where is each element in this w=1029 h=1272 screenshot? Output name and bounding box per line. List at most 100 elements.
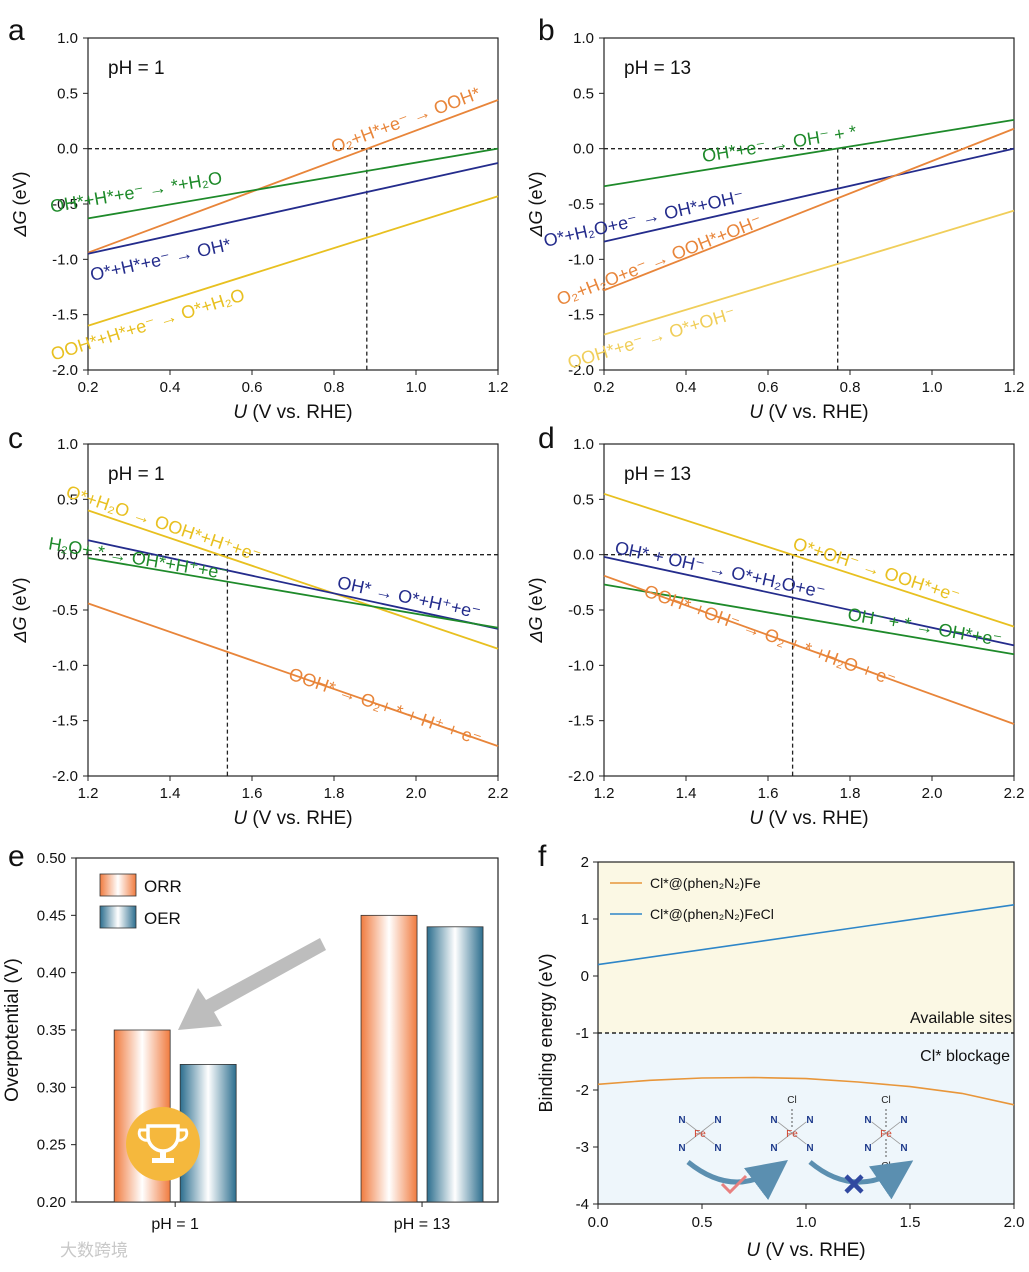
blockage-region (598, 1033, 1014, 1204)
bond (685, 1121, 701, 1134)
x-axis-label-italic: U (233, 808, 247, 829)
fe-complex: N N N N Fe Cl (770, 1095, 813, 1154)
series-label: O₂+H*+e⁻ → OOH* (328, 83, 483, 157)
x-axis-label: U (V vs. RHE) (233, 402, 352, 423)
x-tick-label: 1.8 (324, 785, 345, 802)
bond (777, 1121, 793, 1134)
bond (699, 1132, 715, 1145)
x-axis-label-italic: U (749, 402, 763, 423)
cl-atom: Cl (881, 1161, 890, 1172)
y-tick-label: 0.50 (37, 850, 66, 867)
y-tick-label: -2.0 (568, 768, 594, 785)
panel-d: d 1.2 1.4 1.6 1.8 2.0 2.2 -2.0 -1.5 -1.0 -0.5 0.0 0.… (526, 422, 1024, 829)
n-atom: N (714, 1143, 721, 1154)
series-line (603, 147, 1015, 243)
series-line (603, 556, 1015, 647)
y-axis-label-rest: (eV) (526, 577, 546, 616)
series-label: OOH* → O₂+ * + H⁺ + e⁻ (286, 664, 484, 750)
y-axis-label-italic: ΔG (526, 616, 546, 643)
legend-label: Cl*@(phen₂N₂)Fe (650, 875, 761, 891)
x-axis-label-italic: U (233, 402, 247, 423)
x-tick-label: 0.8 (840, 379, 861, 396)
bar-oer (426, 926, 484, 1203)
y-tick-label: 0.5 (57, 85, 78, 102)
y-tick-label: -2.0 (52, 362, 78, 379)
n-atom: N (864, 1115, 871, 1126)
series-line (87, 162, 499, 255)
y-tick-label: 0.5 (57, 491, 78, 508)
x-axis-label: U (V vs. RHE) (749, 402, 868, 423)
category-label: pH = 1 (151, 1216, 199, 1233)
y-tick-label: -1.5 (568, 307, 594, 324)
y-tick-label: 0.5 (573, 85, 594, 102)
y-tick-label: -1 (576, 1025, 589, 1042)
y-tick-label: -3 (576, 1139, 589, 1156)
panel-letter: f (538, 840, 547, 873)
y-tick-label: 0.30 (37, 1079, 66, 1096)
x-axis-label: U (V vs. RHE) (233, 808, 352, 829)
plot-frame (603, 443, 1015, 777)
y-axis-label: ΔG (eV) (10, 577, 30, 643)
x-tick-label: 0.8 (324, 379, 345, 396)
trophy-badge (126, 1107, 200, 1181)
bond (885, 1132, 901, 1145)
bond (777, 1132, 793, 1145)
y-tick-label: 0.0 (57, 141, 78, 158)
y-tick-label: 0.0 (573, 547, 594, 564)
ph-annotation: pH = 1 (108, 58, 165, 79)
x-axis-label: U (V vs. RHE) (746, 1240, 865, 1261)
fe-atom: Fe (786, 1129, 798, 1140)
y-tick-label: -2.0 (568, 362, 594, 379)
cross-icon (844, 1174, 864, 1194)
n-atom: N (864, 1143, 871, 1154)
x-tick-label: 2.0 (922, 785, 943, 802)
y-tick-label: -0.5 (568, 602, 594, 619)
y-axis-label-rest: (eV) (10, 577, 30, 616)
x-axis-label-rest: (V vs. RHE) (760, 1240, 866, 1261)
x-axis-label-rest: (V vs. RHE) (247, 402, 353, 423)
y-tick-label: -1.0 (568, 657, 594, 674)
y-tick-label: 0.0 (57, 547, 78, 564)
x-tick-label: 2.0 (1004, 1214, 1025, 1231)
series-line (603, 209, 1015, 336)
bar-orr (360, 914, 418, 1203)
y-tick-label: -1.0 (568, 251, 594, 268)
n-atom: N (678, 1143, 685, 1154)
bond (885, 1121, 901, 1134)
trophy-stem (160, 1150, 166, 1158)
n-atom: N (900, 1115, 907, 1126)
x-tick-label: 0.6 (242, 379, 263, 396)
series-label: OH⁻ + * → OH*+e⁻ (846, 604, 1003, 650)
y-tick-label: 1 (581, 911, 589, 928)
series-line (603, 583, 1015, 656)
x-tick-label: 1.2 (488, 379, 509, 396)
x-tick-label: 1.8 (840, 785, 861, 802)
y-axis-label: Binding energy (eV) (536, 953, 556, 1112)
y-axis-label-italic: ΔG (10, 210, 30, 237)
series-line (603, 127, 1015, 292)
x-axis-label-rest: (V vs. RHE) (763, 808, 869, 829)
n-atom: N (714, 1115, 721, 1126)
series-line (597, 904, 1015, 966)
series-line (87, 539, 499, 630)
legend-swatch (99, 905, 137, 929)
y-tick-label: 0.45 (37, 907, 66, 924)
x-tick-label: 2.2 (1004, 785, 1025, 802)
x-tick-label: 0.4 (676, 379, 697, 396)
check-icon (720, 1174, 748, 1195)
x-tick-label: 2.2 (488, 785, 509, 802)
x-tick-label: 1.6 (242, 785, 263, 802)
series-line (87, 602, 499, 747)
panel-letter: d (538, 422, 555, 455)
series-line (597, 1076, 1015, 1106)
y-axis-label-rest: (eV) (10, 171, 30, 210)
bond (871, 1132, 887, 1145)
x-tick-label: 1.5 (900, 1214, 921, 1231)
fe-complex-inset: N N N N Fe N N N N Fe Cl N N N N Fe Cl Cl (678, 1095, 914, 1201)
y-tick-label: 0.5 (573, 491, 594, 508)
y-tick-label: -4 (576, 1196, 589, 1213)
x-axis-label-italic: U (749, 808, 763, 829)
available-sites-label: Available sites (910, 1010, 1012, 1027)
legend-label: Cl*@(phen₂N₂)FeCl (650, 906, 774, 922)
series-line (87, 195, 499, 327)
